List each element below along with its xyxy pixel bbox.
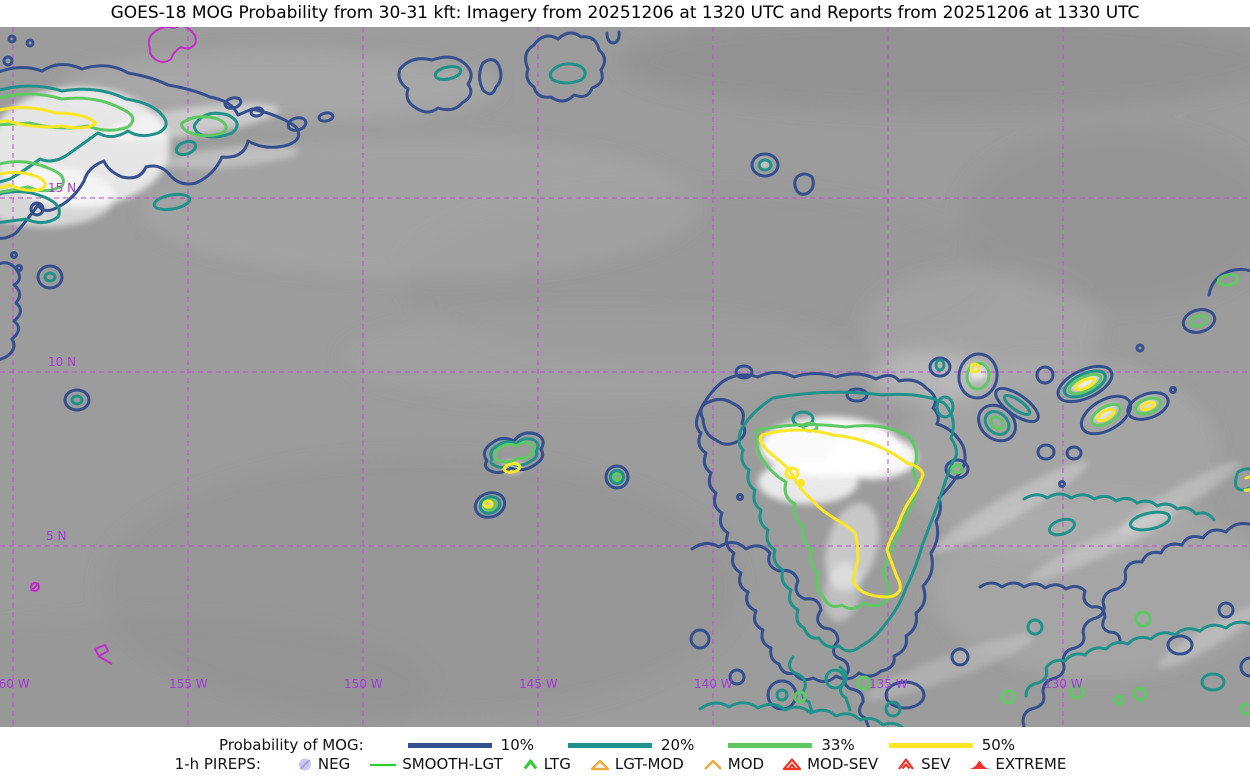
lon-label: 155 W [169,677,208,691]
mod-sev-icon [783,757,802,770]
magenta-outline-polygon [147,27,197,63]
prob-10-line-icon [407,742,492,748]
prob-33-line-icon [728,742,813,748]
pirep-legend-item: EXTREME [968,755,1066,773]
cloud-layer [0,27,1250,727]
pirep-legend-item: SMOOTH-LGT [368,755,503,773]
pirep-item-label: MOD-SEV [807,755,879,773]
neg-icon [298,758,311,770]
pirep-legend-item: LTG [521,755,571,773]
lon-label: 145 W [519,677,558,691]
prob-20-line-icon [568,742,653,748]
contour-layer-20pct [0,62,1250,727]
mod-icon [703,759,722,770]
lat-label: 15 N [48,181,77,195]
pirep-legend-item: SEV [896,755,950,773]
prob-50-line-icon [888,742,973,748]
pirep-item-label: NEG [317,755,351,773]
pirep-item-label: SEV [921,755,951,773]
pirep-item-label: SMOOTH-LGT [402,755,503,773]
lat-label: 5 N [46,529,67,543]
neg-pirep-marker [30,582,40,592]
pirep-flag-marker [94,644,113,665]
satellite-map: 15 N 10 N 5 N 160 W 155 W 150 W 145 W 14… [0,27,1250,727]
prob-item-label: 50% [981,736,1016,754]
page-title: GOES-18 MOG Probability from 30-31 kft: … [110,3,1140,23]
prob-item-label: 33% [821,736,855,754]
grid-lines [0,27,1250,727]
ltg-icon [523,759,537,769]
pirep-marker-magenta [30,27,197,665]
legend-title-pireps: 1-h PIREPS: [174,755,261,773]
contour-layer-10pct [0,30,1250,727]
pirep-item-label: MOD [727,755,765,773]
lon-label: 160 W [0,677,30,691]
legend-probability-row: Probability of MOG: 10% 20% 33% 50% [0,736,1250,754]
contour-layer-50pct [0,106,1250,599]
prob-legend-item: 50% [887,736,1015,754]
pirep-item-label: EXTREME [995,755,1067,773]
legend: Probability of MOG: 10% 20% 33% 50% 1-h … [0,727,1250,782]
legend-pireps-row: 1-h PIREPS: NEG SMOOTH-LGT LTG [0,755,1250,773]
probability-contours [0,27,1250,727]
lon-label: 130 W [1044,677,1083,691]
prob-legend-item: 33% [726,736,855,754]
legend-title-probability: Probability of MOG: [218,736,364,754]
extreme-icon [969,760,991,769]
pirep-legend-item: MOD-SEV [782,755,878,773]
lon-label: 150 W [344,677,383,691]
sev-icon [898,757,914,770]
prob-legend-item: 10% [406,736,534,754]
prob-item-label: 20% [661,736,695,754]
pirep-legend-item: NEG [296,755,350,773]
smooth-lgt-icon [370,763,397,766]
lon-label: 140 W [694,677,733,691]
prob-legend-item: 20% [566,736,694,754]
lat-label: 10 N [48,355,77,369]
pirep-legend-item: MOD [702,755,764,773]
pirep-legend-item: LGT-MOD [589,755,684,773]
lon-label: 135 W [869,677,908,691]
prob-item-label: 10% [500,736,535,754]
contour-layer-33pct [0,92,1250,716]
pirep-item-label: LGT-MOD [614,755,684,773]
lgt-mod-icon [590,759,610,770]
pirep-item-label: LTG [543,755,571,773]
